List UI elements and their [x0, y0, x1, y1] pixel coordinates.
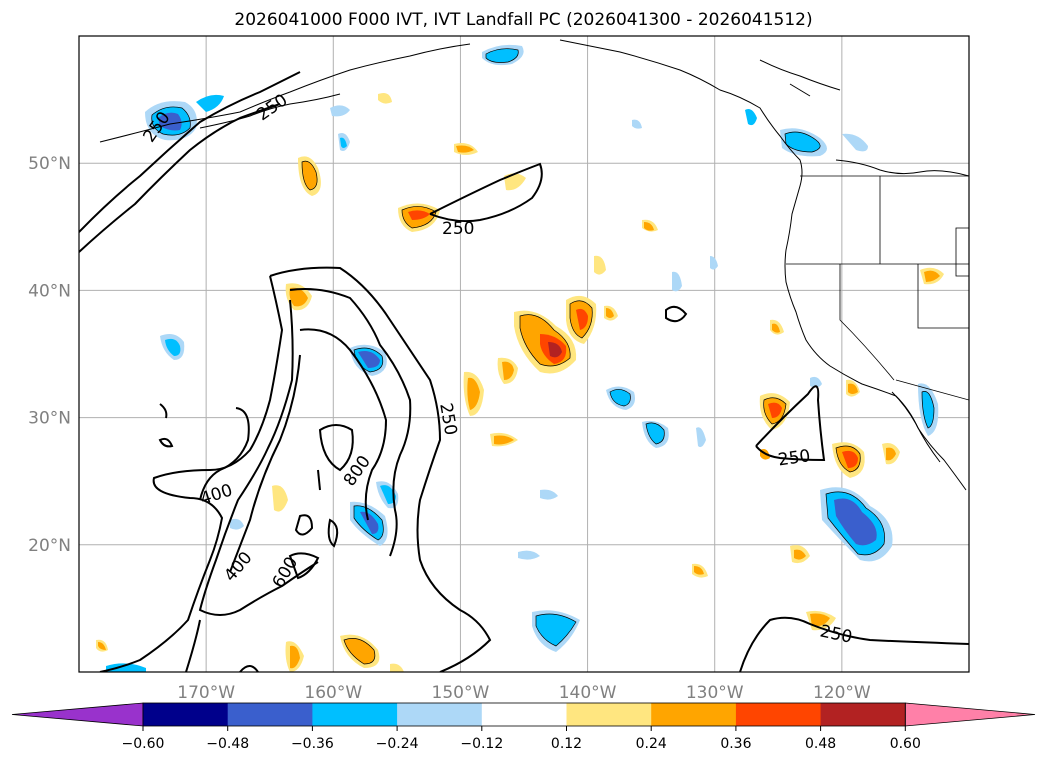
- colorbar-extend-low: [11, 702, 144, 727]
- colorbar-tick-label: 0.48: [805, 736, 836, 752]
- longitude-tick-label: 140°W: [559, 683, 617, 703]
- colorbar-frame: [142, 702, 906, 727]
- contour-label: 250: [777, 446, 812, 470]
- colorbar-tick-label: −0.60: [122, 736, 165, 752]
- colorbar-segment: [481, 703, 567, 726]
- longitude-tick-label: 120°W: [813, 683, 871, 703]
- map-frame: [78, 35, 970, 673]
- latitude-tick-label: 40°N: [28, 281, 71, 301]
- pc-shading: [96, 44, 944, 672]
- colorbar-extend-high: [904, 702, 1036, 727]
- colorbar-segment: [651, 703, 737, 726]
- latitude-labels: 50°N 40°N 30°N 20°N: [28, 154, 71, 556]
- latitude-tick-label: 50°N: [28, 154, 71, 174]
- longitude-labels: 170°W 160°W 150°W 140°W 130°W 120°W: [177, 683, 871, 703]
- colorbar-tick-label: −0.48: [206, 736, 249, 752]
- map-area: [79, 36, 969, 672]
- positive-pc-blobs: [96, 93, 944, 672]
- longitude-tick-label: 170°W: [177, 683, 235, 703]
- colorbar-tick-label: −0.36: [291, 736, 334, 752]
- longitude-tick-label: 130°W: [686, 683, 744, 703]
- latitude-tick-label: 20°N: [28, 536, 71, 556]
- ivt-contours: [79, 71, 969, 672]
- coastlines: [99, 39, 969, 491]
- longitude-tick-label: 160°W: [304, 683, 362, 703]
- colorbar: −0.60 −0.48 −0.36 −0.24 −0.12 0.12 0.24 0.36 0.4…: [11, 702, 1036, 752]
- graticule: [79, 36, 969, 672]
- longitude-tick-label: 150°W: [432, 683, 490, 703]
- colorbar-tick-label: −0.12: [460, 736, 503, 752]
- colorbar-segment: [566, 703, 652, 726]
- colorbar-tick-label: 0.60: [890, 736, 921, 752]
- state-borders: [786, 175, 969, 401]
- colorbar-segment: [735, 703, 822, 726]
- colorbar-tick-label: 0.24: [636, 736, 667, 752]
- colorbar-segment: [227, 703, 313, 726]
- colorbar-segment: [312, 703, 398, 726]
- colorbar-segment: [397, 703, 483, 726]
- contour-label: 250: [442, 219, 474, 239]
- colorbar-segment: [143, 703, 229, 726]
- colorbar-tick-label: 0.12: [551, 736, 582, 752]
- pc-contour-outlines: [151, 48, 935, 665]
- colorbar-tick-label: −0.24: [376, 736, 419, 752]
- colorbar-segment: [820, 703, 906, 726]
- negative-pc-blobs: [106, 44, 939, 672]
- colorbar-tick-label: 0.36: [720, 736, 751, 752]
- map-title: 2026041000 F000 IVT, IVT Landfall PC (20…: [234, 10, 813, 30]
- latitude-tick-label: 30°N: [28, 409, 71, 429]
